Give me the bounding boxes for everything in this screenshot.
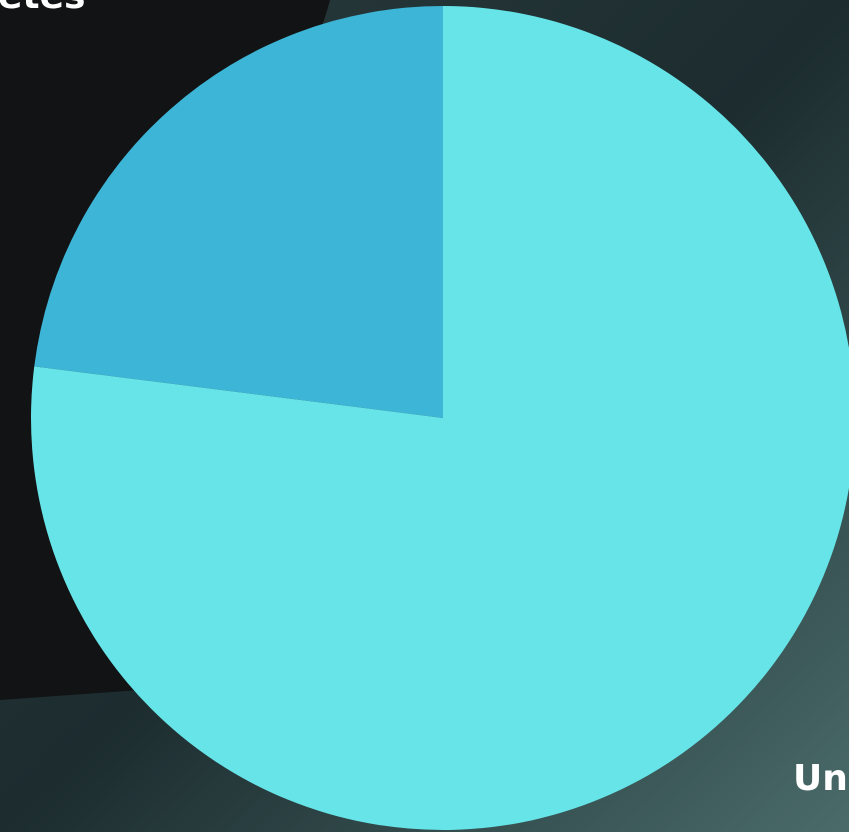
pie-slice xyxy=(34,6,443,418)
pie xyxy=(31,6,849,830)
slice-label: etes xyxy=(0,0,85,17)
pie-slice xyxy=(31,6,849,830)
slice-label: Un xyxy=(793,758,848,799)
labels: etes Un xyxy=(0,0,848,799)
